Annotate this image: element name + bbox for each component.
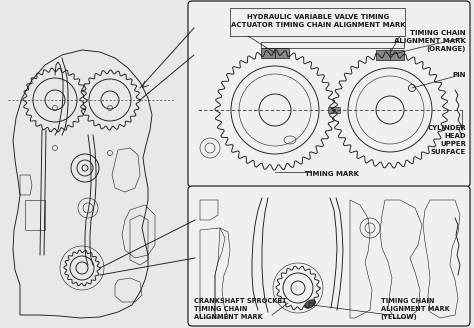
Text: CRANKSHAFT SPROCKET
TIMING CHAIN
ALIGNMENT MARK: CRANKSHAFT SPROCKET TIMING CHAIN ALIGNME… [194, 298, 286, 320]
Bar [261, 42, 404, 48]
Text: CYLINDER
HEAD
UPPER
SURFACE: CYLINDER HEAD UPPER SURFACE [427, 125, 466, 155]
Text: TIMING CHAIN
ALIGNMENT MARK
(ORANGE): TIMING CHAIN ALIGNMENT MARK (ORANGE) [394, 30, 466, 52]
Text: HYDRAULIC VARIABLE VALVE TIMING
ACTUATOR TIMING CHAIN ALIGNMENT MARK: HYDRAULIC VARIABLE VALVE TIMING ACTUATOR… [231, 14, 405, 28]
Text: PIN: PIN [453, 72, 466, 78]
Bar [25, 200, 45, 230]
Bar [376, 50, 404, 60]
FancyBboxPatch shape [188, 186, 470, 326]
Bar [328, 107, 340, 113]
Text: TIMING MARK: TIMING MARK [305, 171, 359, 177]
FancyBboxPatch shape [188, 1, 470, 187]
Ellipse shape [304, 300, 316, 308]
Bar [230, 8, 405, 36]
Bar [261, 48, 289, 58]
Text: TIMING CHAIN
ALIGNMENT MARK
(YELLOW): TIMING CHAIN ALIGNMENT MARK (YELLOW) [381, 298, 449, 320]
